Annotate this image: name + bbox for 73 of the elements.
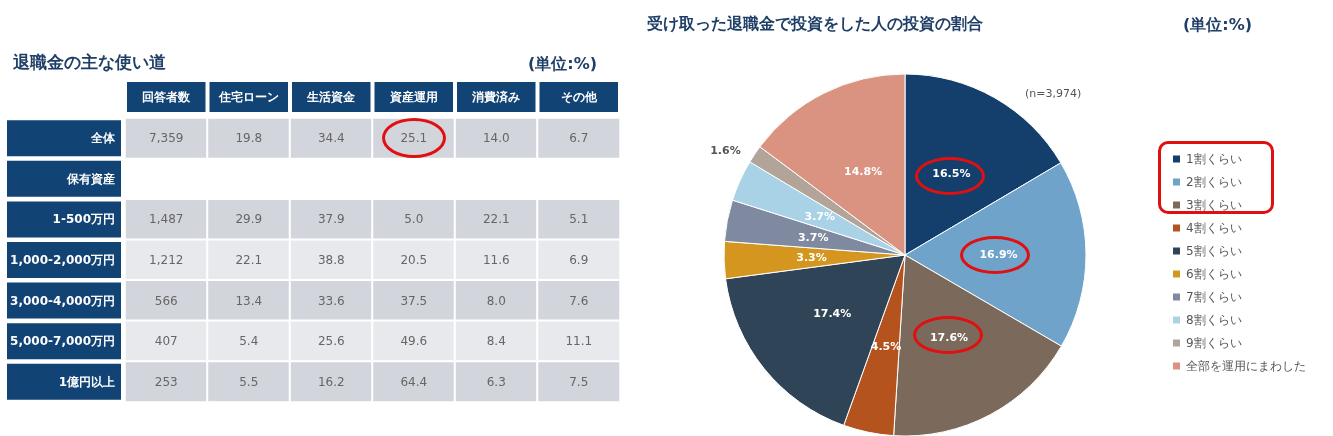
data-label: 64.4: [400, 374, 428, 389]
data-label: 17.4%: [813, 307, 852, 321]
x-tick-label: 生活資金: [306, 90, 357, 104]
data-label: 8.4: [486, 334, 506, 349]
data-label: 16.2: [317, 374, 345, 389]
data-label: 7.6: [569, 293, 589, 308]
x-tick-label: その他: [560, 90, 598, 104]
data-label: 22.1: [482, 212, 510, 227]
data-label: 253: [154, 374, 178, 389]
y-tick-label: 3,000-4,000万円: [10, 293, 115, 308]
chart-title: 退職金の主な使い道: [12, 51, 166, 72]
data-label: 37.9: [317, 212, 345, 227]
data-label: 566: [154, 293, 178, 308]
y-tick-label: 保有資産: [66, 171, 115, 186]
data-label: 3.7%: [804, 210, 836, 224]
data-label: 3.7%: [797, 230, 829, 244]
data-label: 407: [154, 334, 178, 349]
data-label: 17.6%: [929, 330, 969, 344]
data-label: 1,212: [149, 253, 184, 267]
data-label: 14.0: [482, 131, 510, 146]
data-label: 11.6: [482, 253, 510, 267]
y-tick-label: 5,000-7,000万円: [10, 334, 115, 349]
data-label: 11.1: [565, 334, 593, 349]
data-label: 16.5%: [932, 167, 971, 181]
data-label: 25.6: [317, 334, 345, 349]
data-label: 37.5: [400, 293, 428, 308]
data-label: 1,487: [149, 212, 184, 227]
data-label: 3.3%: [796, 251, 827, 265]
data-label: 19.8: [235, 131, 263, 146]
chart-title: 受け取った退職金で投資をした人の投資の割合: [646, 13, 983, 33]
data-label: 1.6%: [710, 144, 741, 158]
data-label: 34.4: [317, 131, 345, 146]
text: (単位:%): [527, 53, 598, 73]
legend-label: 3割くらい: [1186, 198, 1242, 212]
legend-label: 6割くらい: [1186, 267, 1242, 281]
data-label: 14.8%: [843, 164, 883, 178]
data-label: 5.1: [569, 212, 589, 227]
y-tick-label: 1-500万円: [52, 212, 115, 227]
data-label: 16.9%: [979, 248, 1018, 262]
legend-label: 4割くらい: [1186, 221, 1242, 235]
data-label: 5.4: [239, 334, 259, 349]
legend-label: 7割くらい: [1186, 290, 1242, 304]
data-label: 29.9: [235, 212, 263, 227]
data-label: 7.5: [569, 374, 589, 389]
x-tick-label: 住宅ローン: [217, 90, 279, 104]
data-label: 20.5: [400, 253, 428, 267]
x-tick-label: 消費済み: [471, 90, 521, 104]
data-label: 6.7: [569, 131, 589, 146]
x-tick-label: 資産運用: [388, 90, 438, 104]
data-label: 38.8: [317, 253, 345, 267]
data-label: 49.6: [400, 334, 428, 349]
text: (n=3,974): [1025, 87, 1082, 100]
legend-label: 1割くらい: [1186, 152, 1242, 166]
legend-label: 8割くらい: [1186, 313, 1242, 327]
legend-label: 2割くらい: [1186, 175, 1242, 189]
data-label: 5.5: [239, 374, 259, 389]
data-label: 8.0: [486, 293, 506, 308]
y-tick-label: 1億円以上: [58, 374, 115, 389]
data-label: 13.4: [235, 293, 263, 308]
text: (単位:%): [1183, 14, 1253, 34]
legend-label: 9割くらい: [1186, 336, 1242, 350]
y-tick-label: 1,000-2,000万円: [10, 253, 115, 267]
legend-label: 5割くらい: [1186, 244, 1242, 258]
data-label: 5.0: [404, 212, 424, 227]
data-label: 22.1: [235, 253, 263, 267]
data-label: 33.6: [317, 293, 345, 308]
data-label: 25.1: [400, 131, 428, 146]
y-tick-label: 全体: [90, 131, 116, 146]
data-label: 6.3: [486, 374, 506, 389]
legend-label: 全部を運用にまわした: [1186, 359, 1306, 373]
data-label: 7,359: [149, 131, 184, 146]
x-tick-label: 回答者数: [142, 90, 192, 104]
data-label: 6.9: [569, 253, 589, 267]
